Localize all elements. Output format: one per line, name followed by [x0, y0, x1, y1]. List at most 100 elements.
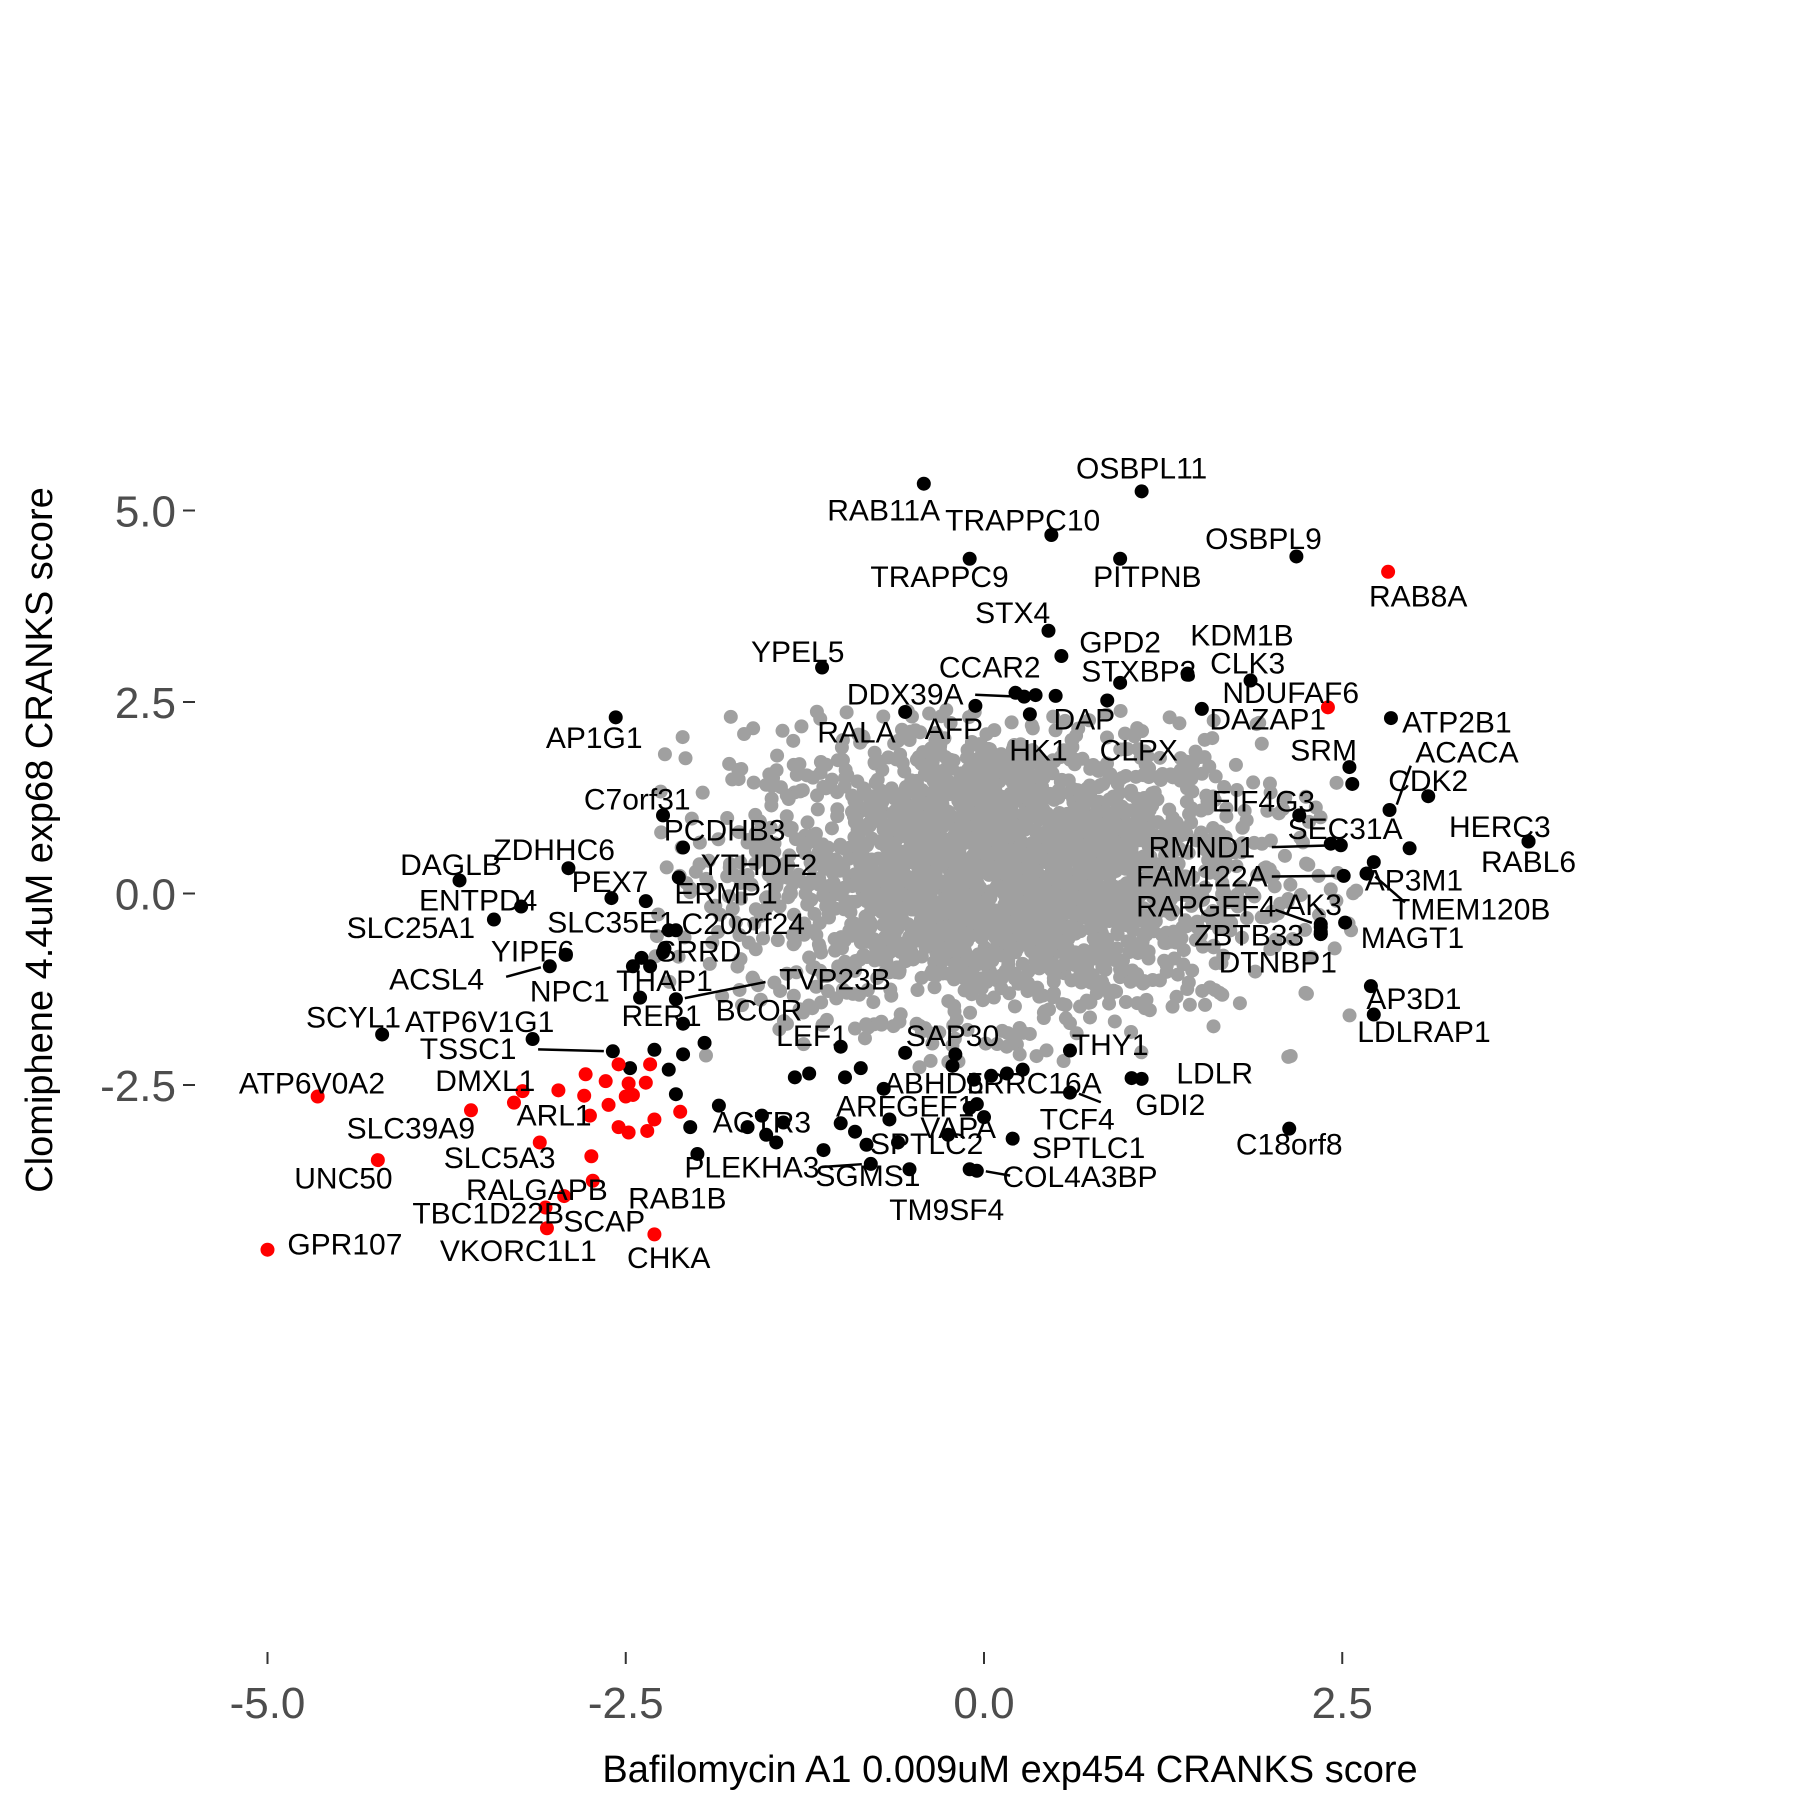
background-point	[1152, 750, 1167, 765]
background-point	[796, 1037, 811, 1052]
background-point	[925, 1036, 940, 1051]
gene-point	[671, 870, 686, 885]
background-point	[1023, 757, 1038, 772]
gene-point	[916, 476, 931, 491]
background-point	[1065, 739, 1080, 754]
gene-label: GPR107	[287, 1228, 402, 1261]
background-point	[692, 835, 707, 850]
background-point	[1048, 788, 1063, 803]
gene-point	[787, 1070, 802, 1085]
background-point	[1135, 913, 1150, 928]
background-point	[1035, 948, 1050, 963]
background-point	[1012, 1020, 1027, 1035]
background-point	[842, 851, 857, 866]
background-point	[830, 809, 845, 824]
background-point	[850, 774, 865, 789]
background-point	[1169, 989, 1184, 1004]
background-point	[1056, 1054, 1071, 1069]
background-point	[959, 750, 974, 765]
gene-point	[969, 1097, 984, 1112]
background-point	[720, 811, 735, 826]
background-point	[956, 773, 971, 788]
background-point	[1192, 750, 1207, 765]
gene-label: RMND1	[1148, 832, 1255, 865]
background-point	[1008, 1032, 1023, 1047]
background-point	[733, 875, 748, 890]
gene-point	[1062, 1085, 1077, 1100]
background-point	[1107, 834, 1122, 849]
background-point	[695, 785, 710, 800]
background-point	[1016, 807, 1031, 822]
background-point	[1263, 785, 1278, 800]
background-point	[1283, 877, 1298, 892]
background-point	[1109, 791, 1124, 806]
gene-point	[966, 1072, 981, 1087]
gene-label: RER1	[622, 1000, 702, 1033]
background-point	[1124, 1024, 1139, 1039]
background-point	[699, 871, 714, 886]
gene-label: EIF4G3	[1212, 786, 1315, 819]
background-point	[939, 702, 954, 717]
background-point	[922, 706, 937, 721]
gene-label: GDI2	[1135, 1089, 1205, 1122]
background-point	[1001, 958, 1016, 973]
gene-label: KDM1B	[1190, 619, 1293, 652]
background-point	[1134, 1045, 1149, 1060]
gene-label: C20orf24	[682, 908, 805, 941]
background-point	[769, 763, 784, 778]
background-point	[1278, 790, 1293, 805]
background-point	[857, 1031, 872, 1046]
background-point	[1179, 794, 1194, 809]
background-point	[809, 979, 824, 994]
background-point	[1161, 857, 1176, 872]
background-point	[1175, 874, 1190, 889]
background-point	[1254, 736, 1269, 751]
background-point	[1200, 794, 1215, 809]
gene-label: MAGT1	[1361, 922, 1464, 955]
background-point	[989, 829, 1004, 844]
background-point	[748, 807, 763, 822]
background-point	[1185, 963, 1200, 978]
background-point	[1263, 833, 1278, 848]
background-point	[816, 889, 831, 904]
gene-label: TCF4	[1040, 1103, 1115, 1136]
background-point	[1159, 958, 1174, 973]
background-point	[1206, 1019, 1221, 1034]
background-point	[818, 781, 833, 796]
background-point	[976, 972, 991, 987]
gene-label: SLC39A9	[347, 1113, 475, 1146]
gene-label: VKORC1L1	[440, 1235, 597, 1268]
y-axis-title: Clomiphene 4.4uM exp68 CRANKS score	[19, 487, 61, 1192]
gene-label: OSBPL11	[1076, 452, 1207, 485]
background-point	[939, 880, 954, 895]
background-point	[1182, 997, 1197, 1012]
background-point	[874, 815, 889, 830]
gene-point	[816, 1143, 831, 1158]
background-point	[813, 755, 828, 770]
background-point	[909, 897, 924, 912]
background-point	[860, 888, 875, 903]
gene-point-highlight	[463, 1103, 478, 1118]
gene-point	[656, 808, 671, 823]
gene-point	[558, 947, 573, 962]
gene-label: STXBP3	[1081, 655, 1196, 688]
gene-label: LDLR	[1176, 1058, 1253, 1091]
background-point	[678, 751, 693, 766]
x-axis-title: Bafilomycin A1 0.009uM exp454 CRANKS sco…	[602, 1749, 1417, 1791]
background-point	[1081, 995, 1096, 1010]
background-point	[1077, 865, 1092, 880]
background-point	[1081, 713, 1096, 728]
background-point	[1249, 717, 1264, 732]
gene-point	[1048, 688, 1063, 703]
background-point	[999, 845, 1014, 860]
gene-point	[647, 1042, 662, 1057]
gene-label: ACACA	[1415, 737, 1518, 770]
background-point	[885, 852, 900, 867]
gene-point-highlight	[538, 1200, 553, 1215]
background-point	[1086, 758, 1101, 773]
background-point	[999, 855, 1014, 870]
background-point	[1058, 713, 1073, 728]
background-point	[1046, 974, 1061, 989]
background-point	[654, 825, 669, 840]
gene-point	[604, 891, 619, 906]
